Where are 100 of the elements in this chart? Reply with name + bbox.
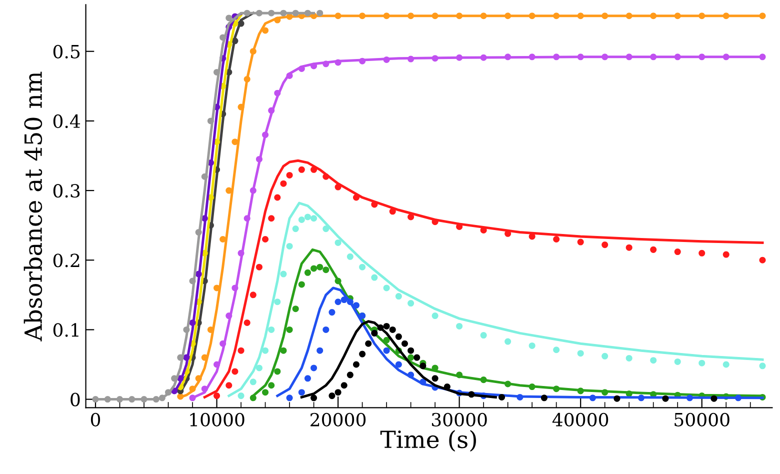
- x-tick-label: 0: [90, 412, 100, 426]
- point: [504, 380, 512, 388]
- point: [334, 389, 342, 396]
- point: [226, 312, 232, 320]
- point: [165, 389, 172, 396]
- point: [638, 394, 644, 402]
- point: [722, 54, 730, 60]
- point: [395, 361, 402, 368]
- point: [310, 166, 318, 173]
- point: [274, 298, 281, 306]
- point: [626, 244, 632, 251]
- point: [244, 215, 250, 222]
- point: [516, 394, 524, 400]
- point: [274, 368, 281, 375]
- point: [602, 389, 608, 396]
- point: [189, 394, 196, 402]
- point: [346, 253, 354, 260]
- point: [414, 354, 420, 361]
- point: [238, 347, 244, 354]
- point: [359, 350, 366, 358]
- point: [207, 118, 214, 124]
- point: [553, 386, 560, 392]
- point: [334, 59, 342, 66]
- point: [602, 352, 608, 360]
- point: [577, 12, 584, 20]
- point: [334, 278, 342, 284]
- point: [226, 14, 232, 22]
- line-series: [228, 202, 764, 398]
- point: [408, 354, 414, 361]
- point: [250, 378, 256, 386]
- point: [468, 391, 475, 398]
- point: [722, 12, 730, 20]
- point: [310, 62, 318, 70]
- point: [710, 395, 718, 402]
- point: [650, 246, 657, 253]
- point: [383, 336, 390, 344]
- point: [674, 54, 681, 60]
- point: [316, 347, 324, 354]
- point: [540, 394, 548, 402]
- point: [214, 68, 220, 76]
- point: [189, 278, 196, 284]
- point: [674, 248, 681, 256]
- point: [304, 375, 311, 382]
- point: [286, 172, 293, 178]
- point: [698, 12, 706, 20]
- point: [262, 347, 269, 354]
- point: [359, 264, 366, 270]
- point: [310, 394, 318, 402]
- point: [577, 350, 584, 357]
- point: [238, 392, 244, 400]
- point: [383, 347, 390, 354]
- point: [220, 236, 226, 242]
- point: [140, 396, 148, 403]
- point: [334, 184, 342, 190]
- x-tick-label: 20000: [310, 412, 366, 426]
- point: [650, 54, 657, 60]
- point: [528, 384, 536, 390]
- point: [408, 214, 414, 220]
- point: [316, 10, 324, 16]
- point: [280, 180, 287, 187]
- line-series: [203, 159, 764, 398]
- point: [698, 54, 706, 60]
- point: [432, 12, 438, 20]
- point: [528, 12, 536, 20]
- point: [456, 372, 463, 378]
- point: [250, 394, 256, 402]
- point: [528, 54, 536, 60]
- point: [298, 66, 305, 72]
- point: [244, 10, 250, 16]
- point: [377, 324, 384, 331]
- point: [686, 394, 693, 402]
- point: [201, 354, 208, 361]
- point: [256, 364, 262, 372]
- point: [195, 229, 202, 236]
- point: [292, 226, 299, 232]
- point: [528, 233, 536, 240]
- point: [286, 394, 293, 402]
- point: [183, 354, 190, 361]
- point: [250, 48, 256, 55]
- point: [626, 54, 632, 60]
- point: [128, 396, 136, 403]
- point: [280, 347, 287, 354]
- point: [232, 284, 238, 292]
- point: [316, 264, 324, 270]
- x-tick-label: 50000: [674, 412, 730, 426]
- point: [395, 333, 402, 340]
- point: [553, 54, 560, 60]
- point: [310, 215, 318, 222]
- point: [304, 10, 311, 16]
- point: [152, 396, 160, 403]
- point: [334, 298, 342, 306]
- point: [286, 242, 293, 250]
- point: [626, 12, 632, 20]
- point: [334, 12, 342, 20]
- point: [262, 132, 269, 138]
- point: [310, 364, 318, 372]
- point: [662, 395, 669, 402]
- point: [408, 300, 414, 307]
- point: [268, 10, 275, 16]
- point: [504, 12, 512, 20]
